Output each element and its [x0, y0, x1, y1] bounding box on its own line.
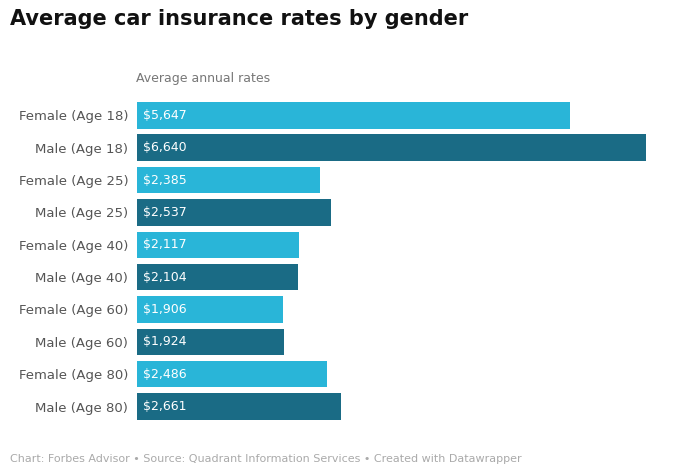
Text: $2,117: $2,117 — [143, 238, 186, 251]
Bar — [136, 232, 299, 258]
Bar — [136, 361, 328, 387]
Bar — [136, 264, 298, 290]
Text: $2,104: $2,104 — [143, 271, 186, 284]
Text: $5,647: $5,647 — [143, 109, 186, 122]
Bar — [136, 296, 283, 323]
Text: Average annual rates: Average annual rates — [136, 72, 271, 85]
Text: $2,661: $2,661 — [143, 400, 186, 413]
Bar — [136, 102, 570, 129]
Text: $2,486: $2,486 — [143, 368, 186, 381]
Text: $1,906: $1,906 — [143, 303, 186, 316]
Text: $1,924: $1,924 — [143, 336, 186, 349]
Text: Average car insurance rates by gender: Average car insurance rates by gender — [10, 9, 469, 29]
Bar — [136, 135, 647, 161]
Bar — [136, 167, 320, 193]
Bar — [136, 393, 341, 420]
Text: $2,537: $2,537 — [143, 206, 186, 219]
Text: Chart: Forbes Advisor • Source: Quadrant Information Services • Created with Dat: Chart: Forbes Advisor • Source: Quadrant… — [10, 454, 522, 464]
Text: $2,385: $2,385 — [143, 173, 186, 186]
Bar — [136, 329, 284, 355]
Text: $6,640: $6,640 — [143, 141, 186, 154]
Bar — [136, 199, 331, 226]
